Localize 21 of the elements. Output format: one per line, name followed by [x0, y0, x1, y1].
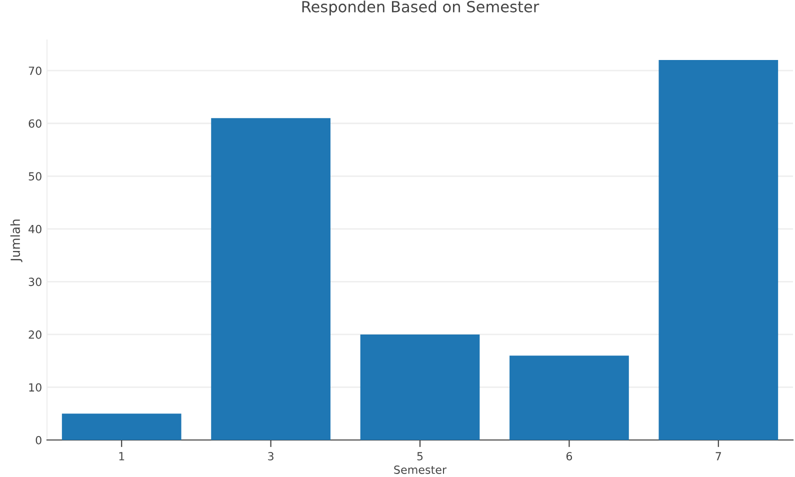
bar [360, 334, 480, 440]
y-tick-label: 50 [28, 172, 42, 181]
x-tick-label: 6 [566, 452, 572, 460]
y-tick-label: 0 [36, 436, 42, 444]
bar [658, 60, 778, 440]
x-tick-label: 1 [119, 452, 124, 460]
chart-title: Responden Based on Semester [302, 0, 540, 16]
x-tick-label: 7 [716, 452, 721, 460]
bar [211, 118, 330, 440]
y-tick-label: 10 [29, 383, 42, 392]
x-tick-label: 5 [417, 452, 423, 460]
bar [510, 356, 629, 440]
y-tick-label: 30 [28, 278, 42, 286]
bar [62, 414, 182, 440]
y-tick-label: 70 [28, 66, 42, 75]
x-axis-title: Semester [394, 466, 447, 474]
y-tick-label: 20 [28, 330, 42, 339]
y-tick-label: 40 [28, 224, 42, 234]
x-tick-label: 3 [268, 452, 274, 460]
y-tick-label: 60 [28, 119, 42, 128]
y-axis-title: Jumlah [10, 220, 22, 262]
